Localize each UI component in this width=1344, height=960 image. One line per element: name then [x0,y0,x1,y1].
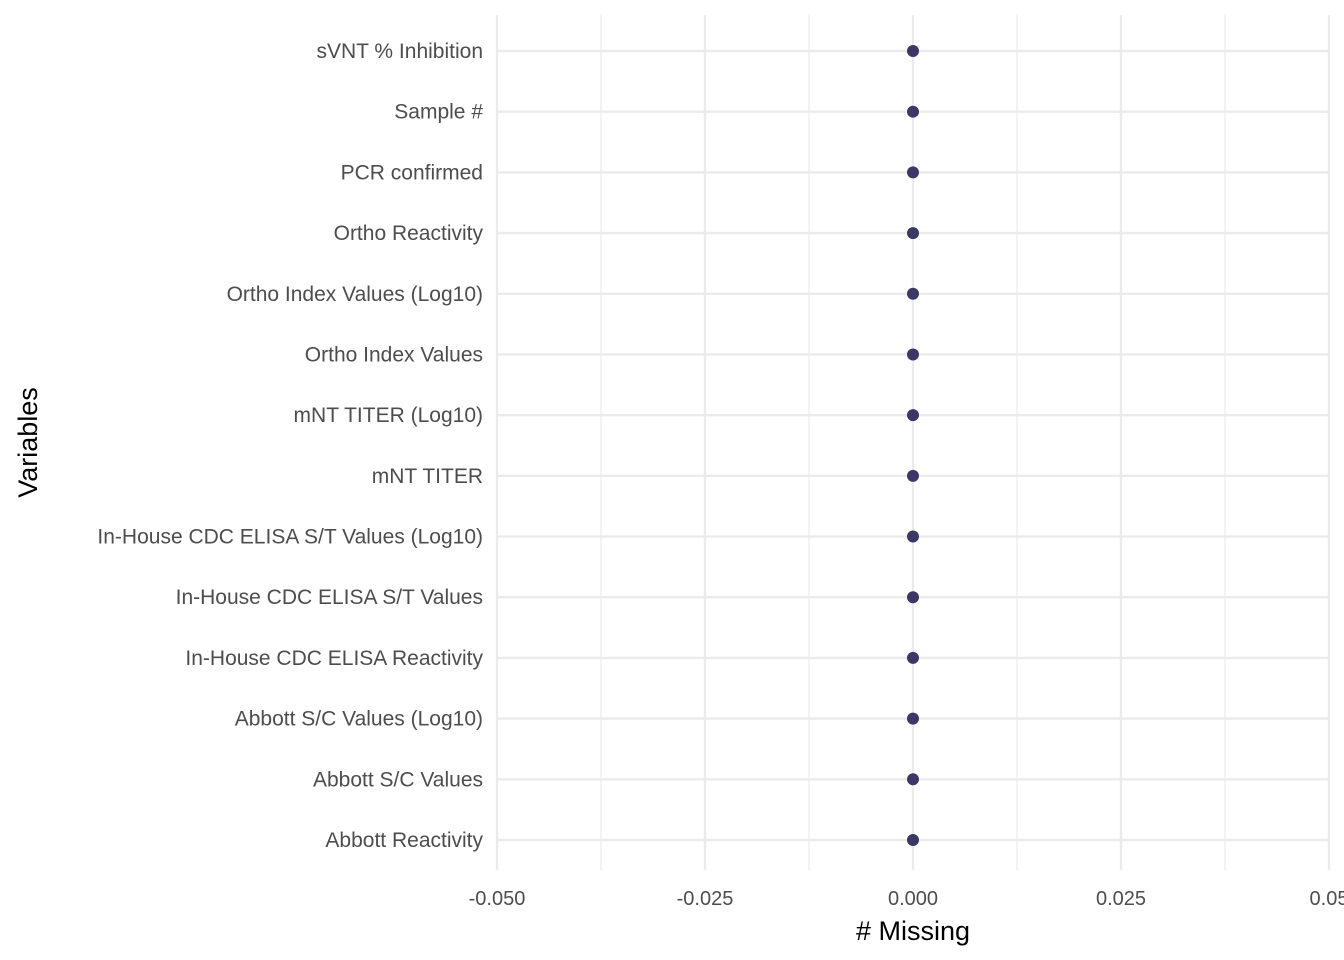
data-point [907,834,919,846]
x-tick-label: 0.000 [888,888,938,910]
y-axis-title: Variables [13,387,43,498]
x-tick-label: 0.05 [1310,888,1344,910]
data-point [907,105,919,118]
y-tick-label: Abbott S/C Values [313,768,483,791]
x-tick-label: -0.050 [469,888,526,910]
data-point [907,409,919,422]
data-point-layer [907,45,919,846]
data-point [907,712,919,725]
data-point [907,227,919,240]
data-point [907,469,919,482]
data-point [907,45,919,57]
data-point [907,530,919,543]
y-tick-label: Abbott Reactivity [325,829,483,852]
y-tick-label: PCR confirmed [341,161,483,184]
data-point [907,166,919,179]
data-point [907,591,919,604]
data-point [907,773,919,786]
y-tick-label: mNT TITER (Log10) [294,404,483,427]
y-tick-label: Ortho Reactivity [334,222,484,245]
y-tick-label: Abbott S/C Values (Log10) [235,708,483,731]
y-tick-label: In-House CDC ELISA Reactivity [185,647,483,670]
grid-layer [495,15,1331,870]
tick-label-layer: -0.050 -0.025 0.000 0.025 0.05 Abbott Reactiv… [97,40,1344,910]
y-tick-label: Sample # [394,101,483,124]
data-point [907,651,919,664]
x-axis-title: # Missing [856,916,970,946]
data-point [907,348,919,361]
data-point [907,287,919,300]
y-tick-label: mNT TITER [372,465,483,488]
y-tick-label: In-House CDC ELISA S/T Values (Log10) [97,526,483,549]
x-tick-label: 0.025 [1096,888,1146,910]
x-tick-label: -0.025 [677,888,734,910]
y-tick-label: Ortho Index Values [305,343,483,366]
y-tick-label: In-House CDC ELISA S/T Values [176,586,483,609]
y-tick-label: Ortho Index Values (Log10) [227,283,483,306]
y-tick-label: sVNT % Inhibition [316,40,483,63]
